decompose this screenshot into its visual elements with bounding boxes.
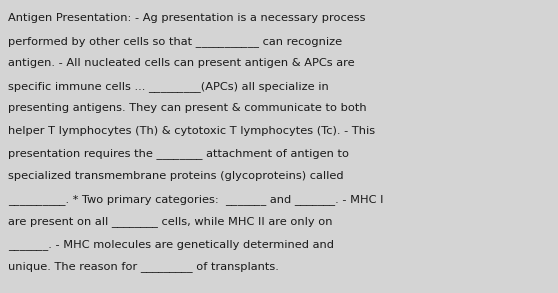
Text: specific immune cells ... _________(APCs) all specialize in: specific immune cells ... _________(APCs… [8, 81, 329, 92]
Text: helper T lymphocytes (Th) & cytotoxic T lymphocytes (Tc). - This: helper T lymphocytes (Th) & cytotoxic T … [8, 126, 376, 136]
Text: presentation requires the ________ attachment of antigen to: presentation requires the ________ attac… [8, 149, 349, 159]
Text: Antigen Presentation: - Ag presentation is a necessary process: Antigen Presentation: - Ag presentation … [8, 13, 366, 23]
Text: performed by other cells so that ___________ can recognize: performed by other cells so that _______… [8, 36, 343, 47]
Text: specialized transmembrane proteins (glycoproteins) called: specialized transmembrane proteins (glyc… [8, 171, 344, 181]
Text: __________. * Two primary categories:  _______ and _______. - MHC I: __________. * Two primary categories: __… [8, 194, 384, 205]
Text: _______. - MHC molecules are genetically determined and: _______. - MHC molecules are genetically… [8, 239, 334, 250]
Text: are present on all ________ cells, while MHC II are only on: are present on all ________ cells, while… [8, 216, 333, 227]
Text: presenting antigens. They can present & communicate to both: presenting antigens. They can present & … [8, 103, 367, 113]
Text: unique. The reason for _________ of transplants.: unique. The reason for _________ of tran… [8, 261, 279, 272]
Text: antigen. - All nucleated cells can present antigen & APCs are: antigen. - All nucleated cells can prese… [8, 58, 355, 68]
